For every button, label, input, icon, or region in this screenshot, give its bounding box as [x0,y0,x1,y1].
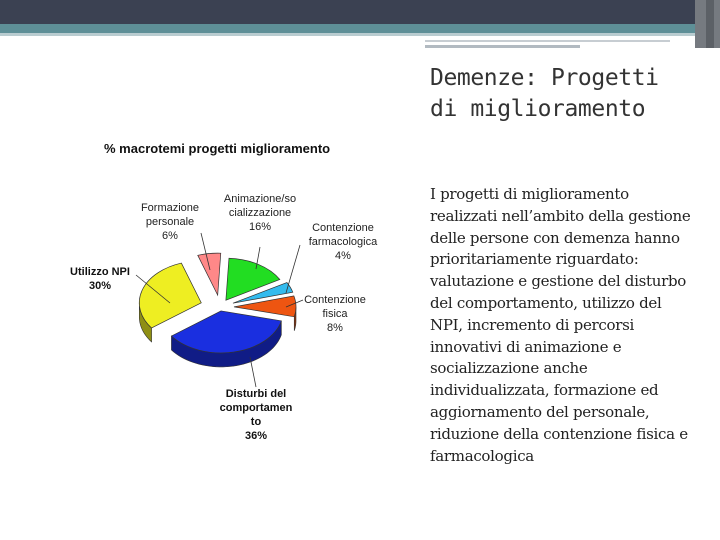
title-rule-long [425,40,670,42]
slice-label-contenzione-farmacologica: farmacologica [309,236,378,248]
pie-slice-contenzione-fisica [233,295,297,318]
pie-chart-svg: % macrotemi progetti miglioramento Animaz… [70,141,378,442]
pie-slice-utilizzo-npi [138,262,202,329]
pie-slice-formazione-personale [197,252,222,297]
pie-chart: % macrotemi progetti miglioramento Animaz… [60,135,400,455]
slice-label-animazione: cializzazione [229,207,291,219]
slice-value-utilizzo-npi: 30% [89,280,111,292]
top-decor-line [0,33,720,36]
slide-body-text: I progetti di miglioramento realizzati n… [430,185,691,465]
slide-title: Demenze: Progetti di miglioramento [430,63,700,125]
slice-label-contenzione-farmacologica: Contenzione [312,222,374,234]
slide-title-line1: Demenze: Progetti [430,65,659,91]
pie-slice-contenzione-farmacologica [232,282,294,304]
top-decor-band [0,24,720,33]
slice-value-animazione: 16% [249,221,271,233]
slice-label-formazione-personale: personale [146,216,194,228]
top-decor-bar [0,0,720,24]
slice-label-disturbi-comportamento: to [251,416,262,428]
slice-label-disturbi-comportamento: Disturbi del [226,388,287,400]
title-rule-short [425,45,580,48]
leader-line-disturbi-comportamento [249,356,257,388]
leader-line-formazione-personale [200,232,211,271]
pie-slice-animazione [225,257,281,301]
slice-value-disturbi-comportamento: 36% [245,430,267,442]
slice-label-animazione: Animazione/so [224,193,296,205]
pie-slice-disturbi-comportamento [170,310,282,354]
slice-value-contenzione-farmacologica: 4% [335,250,351,262]
slice-value-contenzione-fisica: 8% [327,322,343,334]
leader-line-contenzione-fisica [285,299,304,308]
top-right-decor-inner [706,0,714,48]
chart-title: % macrotemi progetti miglioramento [104,141,330,156]
leader-line-contenzione-farmacologica [285,244,301,294]
slice-label-disturbi-comportamento: comportamen [220,402,293,414]
slide-title-line2: di miglioramento [430,96,646,122]
slice-value-formazione-personale: 6% [162,230,178,242]
slice-label-utilizzo-npi: Utilizzo NPI [70,266,130,278]
leader-line-utilizzo-npi [135,274,171,304]
slice-label-formazione-personale: Formazione [141,202,199,214]
slice-label-contenzione-fisica: Contenzione [304,294,366,306]
leader-line-animazione [255,246,261,270]
slice-label-contenzione-fisica: fisica [322,308,348,320]
